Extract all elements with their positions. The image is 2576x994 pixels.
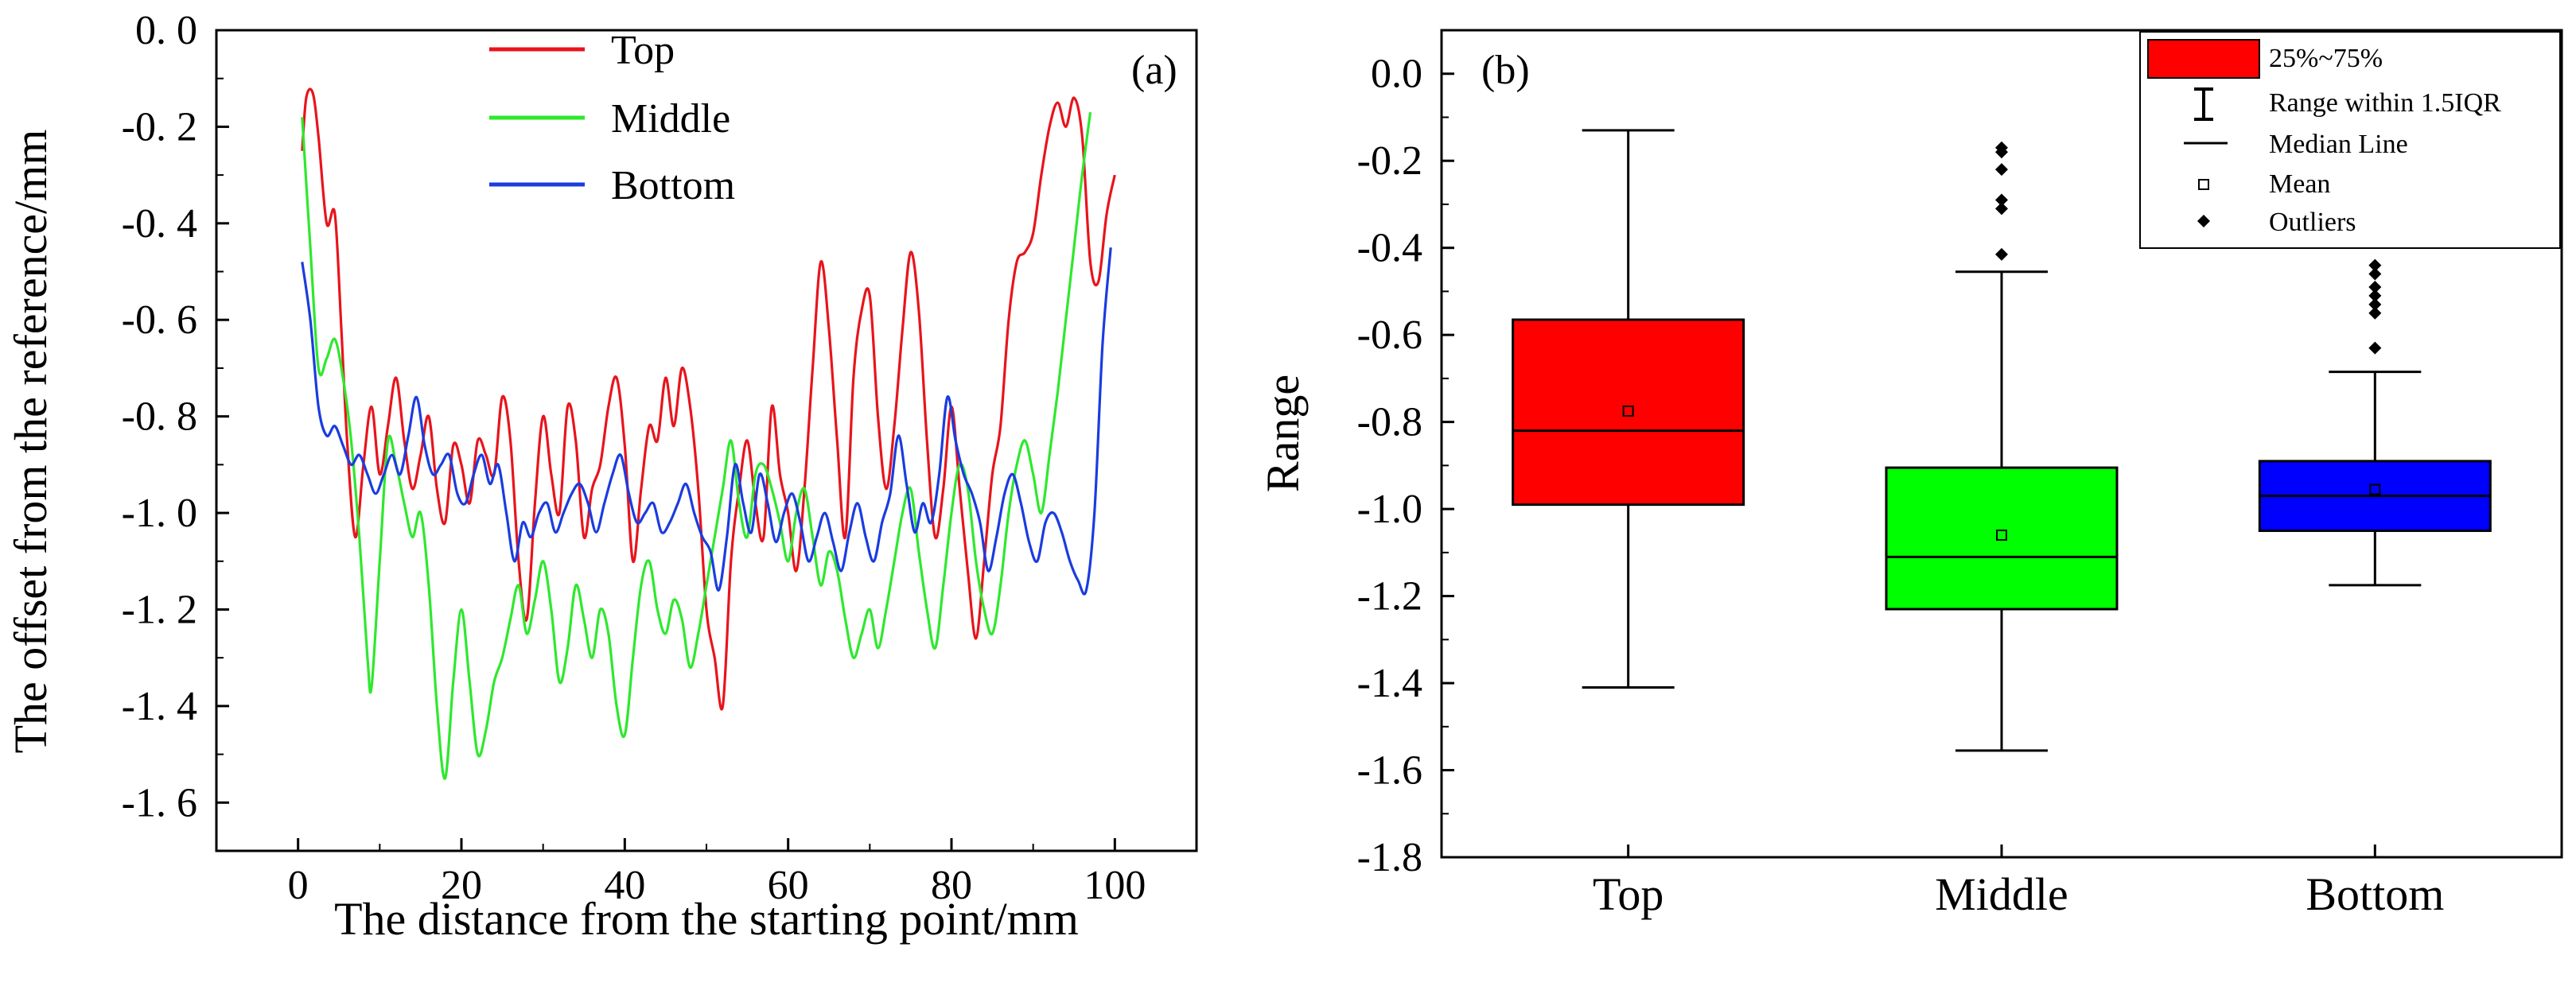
- panel-a-x-title: The distance from the starting point/mm: [334, 893, 1079, 945]
- legend-label-top: Top: [611, 28, 675, 73]
- panel-b-y-tick-label: -0.6: [1357, 313, 1422, 358]
- panel-a-x-tick-label: 100: [1084, 863, 1146, 908]
- panel-a-x-tick-label: 60: [768, 863, 809, 908]
- legend-outlier-label: Outliers: [2269, 208, 2356, 237]
- outlier-point-bottom: [2368, 306, 2382, 320]
- panel-a-x-tick-label: 80: [931, 863, 972, 908]
- panel-b-y-tick-label: -1.8: [1357, 835, 1422, 880]
- panel-a-y-tick-label: -0. 6: [122, 297, 197, 343]
- panel-b-y-tick-label: -1.2: [1357, 574, 1422, 619]
- panel-a-y-tick-label: -0. 8: [122, 394, 197, 440]
- outlier-point-bottom: [2368, 267, 2382, 281]
- outlier-point-middle: [1995, 202, 2008, 215]
- panel-b-y-ticks: 0.0 -0.2 -0.4 -0.6 -0.8 -1.0 -1.2 -1.4 -1.6 -1.8: [1357, 29, 1454, 880]
- series-line-middle: [301, 111, 1092, 780]
- panel-a-y-tick-label: -1. 6: [122, 780, 197, 825]
- panel-a-y-tick-label: -0. 4: [122, 201, 197, 247]
- legend-whisker-label: Range within 1.5IQR: [2269, 88, 2501, 118]
- category-label-bottom: Bottom: [2306, 868, 2444, 920]
- panel-a: 0. 0 -0. 2 -0. 4 -0. 6 -0. 8 -1. 0 -1. 2 -1. 4 -…: [5, 8, 1198, 945]
- outlier-point-middle: [1995, 146, 2008, 159]
- legend-outlier-icon: [2197, 215, 2210, 227]
- panel-b-y-tick-label: 0.0: [1371, 52, 1422, 97]
- panel-b-y-tick-label: -1.4: [1357, 661, 1422, 706]
- panel-b-y-tick-label: -1.6: [1357, 748, 1422, 794]
- series-line-top: [301, 87, 1116, 711]
- panel-b-y-tick-label: -0.2: [1357, 138, 1422, 184]
- outlier-point-bottom: [2368, 289, 2382, 302]
- panel-b-x-ticks: Top Middle Bottom: [1593, 845, 2444, 920]
- outlier-point-middle: [1995, 247, 2008, 261]
- outlier-point-middle: [1995, 163, 2008, 177]
- mean-marker-bottom: [2369, 483, 2381, 495]
- legend-whisker-icon: [2194, 87, 2213, 121]
- legend-label-bottom: Bottom: [611, 163, 735, 208]
- panel-a-y-ticks: 0. 0 -0. 2 -0. 4 -0. 6 -0. 8 -1. 0 -1. 2 -1. 4 -…: [122, 8, 229, 825]
- category-label-top: Top: [1593, 868, 1664, 920]
- panel-a-x-ticks: 0 20 40 60 80 100: [216, 838, 1197, 908]
- panel-a-series: [301, 87, 1116, 780]
- panel-a-x-tick-label: 40: [604, 863, 645, 908]
- panel-a-y-tick-label: 0. 0: [135, 8, 197, 53]
- outlier-point-bottom: [2368, 341, 2382, 355]
- mean-marker-top: [1622, 405, 1634, 417]
- panel-b-y-tick-label: -1.0: [1357, 487, 1422, 532]
- outlier-point-bottom: [2368, 280, 2382, 293]
- outlier-point-middle: [1995, 193, 2008, 207]
- outlier-point-bottom: [2368, 297, 2382, 311]
- panel-a-y-tick-label: -0. 2: [122, 104, 197, 149]
- panel-b-boxes: [1512, 129, 2492, 752]
- panel-b: 0.0-0.2-0.4-0.6-0.8-1.0-1.2-1.4-1.6-1.8 …: [1257, 29, 2563, 920]
- panel-a-label: (a): [1131, 48, 1177, 93]
- panel-a-x-tick-label: 0: [288, 863, 309, 908]
- legend-box-label: 25%~75%: [2269, 44, 2383, 73]
- panel-b-y-tick-label: -0.8: [1357, 400, 1422, 445]
- legend-box-swatch: [2147, 39, 2260, 79]
- panel-a-legend: Top Middle Bottom: [489, 28, 735, 208]
- panel-b-legend: 25%~75% Range within 1.5IQR Median Line …: [2139, 31, 2561, 249]
- mean-marker-middle: [1996, 529, 2007, 541]
- panel-a-frame: [215, 29, 1198, 852]
- series-line-bottom: [301, 247, 1112, 596]
- legend-mean-icon: [2198, 179, 2209, 190]
- panel-a-x-tick-label: 20: [441, 863, 482, 908]
- legend-label-middle: Middle: [611, 96, 730, 142]
- panel-a-y-tick-label: -1. 2: [122, 587, 197, 632]
- legend-median-label: Median Line: [2269, 130, 2408, 159]
- outlier-point-bottom: [2368, 258, 2382, 272]
- panel-b-y-tick-label: -0.4: [1357, 226, 1422, 271]
- panel-a-y-tick-label: -1. 4: [122, 684, 197, 729]
- category-label-middle: Middle: [1935, 868, 2068, 920]
- panel-b-y-title: Range: [1257, 375, 1309, 492]
- panel-b-label: (b): [1481, 48, 1530, 93]
- panel-a-y-title: The offset from the reference/mm: [5, 130, 56, 754]
- legend-mean-label: Mean: [2269, 169, 2330, 199]
- panel-a-y-tick-label: -1. 0: [122, 491, 197, 536]
